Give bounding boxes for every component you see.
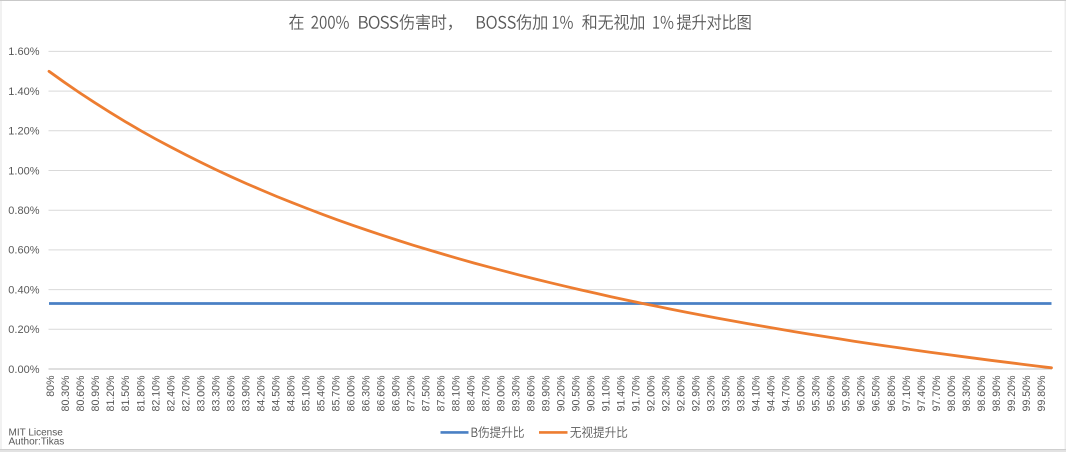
svg-text:98.60%: 98.60% xyxy=(976,375,988,412)
svg-text:82.70%: 82.70% xyxy=(180,375,192,412)
svg-text:81.50%: 81.50% xyxy=(120,375,132,412)
svg-text:93.80%: 93.80% xyxy=(736,375,748,412)
svg-text:95.60%: 95.60% xyxy=(826,375,838,412)
svg-text:98.90%: 98.90% xyxy=(991,375,1003,412)
svg-text:85.70%: 85.70% xyxy=(330,375,342,412)
svg-text:84.20%: 84.20% xyxy=(255,375,267,412)
svg-text:94.70%: 94.70% xyxy=(781,375,793,412)
svg-text:98.00%: 98.00% xyxy=(946,375,958,412)
svg-text:80.30%: 80.30% xyxy=(60,375,72,412)
svg-text:83.30%: 83.30% xyxy=(210,375,222,412)
svg-text:99.80%: 99.80% xyxy=(1036,375,1048,412)
svg-text:83.00%: 83.00% xyxy=(195,375,207,412)
svg-text:83.60%: 83.60% xyxy=(225,375,237,412)
svg-text:91.70%: 91.70% xyxy=(631,375,643,412)
svg-text:96.80%: 96.80% xyxy=(886,375,898,412)
svg-text:95.30%: 95.30% xyxy=(811,375,823,412)
svg-text:89.00%: 89.00% xyxy=(496,375,508,412)
svg-text:87.80%: 87.80% xyxy=(436,375,448,412)
svg-text:99.50%: 99.50% xyxy=(1021,375,1033,412)
svg-text:89.30%: 89.30% xyxy=(511,375,523,412)
svg-text:92.90%: 92.90% xyxy=(691,375,703,412)
svg-text:0.40%: 0.40% xyxy=(8,284,39,296)
svg-text:81.20%: 81.20% xyxy=(105,375,117,412)
svg-text:94.10%: 94.10% xyxy=(751,375,763,412)
svg-text:85.40%: 85.40% xyxy=(315,375,327,412)
svg-text:84.50%: 84.50% xyxy=(270,375,282,412)
svg-text:89.60%: 89.60% xyxy=(526,375,538,412)
svg-text:92.00%: 92.00% xyxy=(646,375,658,412)
svg-text:99.20%: 99.20% xyxy=(1006,375,1018,412)
svg-text:95.90%: 95.90% xyxy=(841,375,853,412)
svg-text:80%: 80% xyxy=(45,375,57,397)
svg-text:98.30%: 98.30% xyxy=(961,375,973,412)
svg-text:80.90%: 80.90% xyxy=(90,375,102,412)
svg-text:0.20%: 0.20% xyxy=(8,324,39,336)
svg-text:Author:Tikas: Author:Tikas xyxy=(9,437,65,448)
svg-text:92.60%: 92.60% xyxy=(676,375,688,412)
svg-text:87.50%: 87.50% xyxy=(420,375,432,412)
svg-text:0.80%: 0.80% xyxy=(8,205,39,217)
svg-text:86.30%: 86.30% xyxy=(360,375,372,412)
svg-text:91.40%: 91.40% xyxy=(616,375,628,412)
svg-text:96.50%: 96.50% xyxy=(871,375,883,412)
svg-text:92.30%: 92.30% xyxy=(661,375,673,412)
svg-text:1.60%: 1.60% xyxy=(8,46,39,58)
svg-text:96.20%: 96.20% xyxy=(856,375,868,412)
svg-text:88.40%: 88.40% xyxy=(466,375,478,412)
svg-text:90.20%: 90.20% xyxy=(556,375,568,412)
svg-text:0.00%: 0.00% xyxy=(8,364,39,376)
svg-text:MIT License: MIT License xyxy=(9,427,64,438)
svg-text:84.80%: 84.80% xyxy=(285,375,297,412)
svg-text:97.40%: 97.40% xyxy=(916,375,928,412)
svg-text:1.40%: 1.40% xyxy=(8,86,39,98)
svg-text:93.50%: 93.50% xyxy=(721,375,733,412)
svg-text:95.00%: 95.00% xyxy=(796,375,808,412)
svg-text:83.90%: 83.90% xyxy=(240,375,252,412)
svg-text:82.40%: 82.40% xyxy=(165,375,177,412)
svg-text:0.60%: 0.60% xyxy=(8,245,39,257)
svg-text:81.80%: 81.80% xyxy=(135,375,147,412)
svg-text:1.00%: 1.00% xyxy=(8,165,39,177)
svg-text:86.60%: 86.60% xyxy=(375,375,387,412)
svg-text:91.10%: 91.10% xyxy=(601,375,613,412)
svg-text:93.20%: 93.20% xyxy=(706,375,718,412)
svg-text:88.10%: 88.10% xyxy=(451,375,463,412)
svg-text:90.50%: 90.50% xyxy=(571,375,583,412)
svg-text:86.90%: 86.90% xyxy=(390,375,402,412)
svg-text:87.20%: 87.20% xyxy=(405,375,417,412)
svg-text:86.00%: 86.00% xyxy=(345,375,357,412)
svg-text:85.10%: 85.10% xyxy=(300,375,312,412)
svg-text:90.80%: 90.80% xyxy=(586,375,598,412)
svg-text:97.70%: 97.70% xyxy=(931,375,943,412)
svg-text:80.60%: 80.60% xyxy=(75,375,87,412)
svg-text:94.40%: 94.40% xyxy=(766,375,778,412)
svg-text:88.70%: 88.70% xyxy=(481,375,493,412)
svg-text:1.20%: 1.20% xyxy=(8,126,39,138)
svg-text:97.10%: 97.10% xyxy=(901,375,913,412)
svg-text:89.90%: 89.90% xyxy=(541,375,553,412)
svg-text:82.10%: 82.10% xyxy=(150,375,162,412)
